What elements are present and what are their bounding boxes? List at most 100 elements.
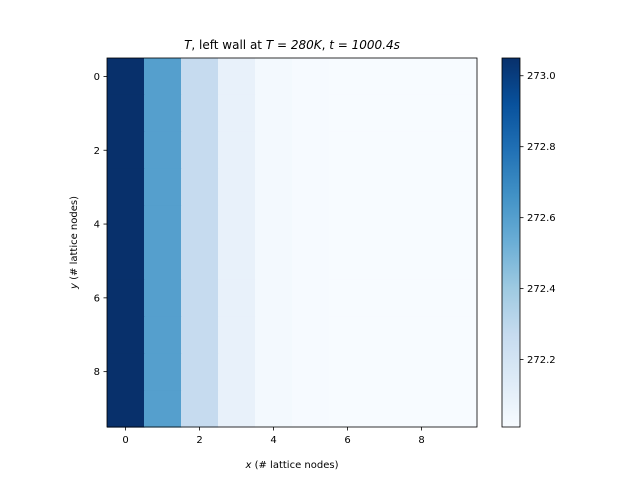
heatmap-cell: [255, 242, 293, 280]
heatmap-cell: [366, 58, 404, 96]
heatmap-cell: [292, 131, 330, 170]
heatmap-cell: [366, 353, 404, 391]
heatmap-cell: [181, 353, 219, 391]
heatmap-cell: [144, 131, 182, 170]
heatmap-cell: [181, 242, 219, 280]
heatmap-cell: [107, 58, 145, 96]
heatmap-cell: [440, 353, 478, 391]
chart-title: T, left wall at T = 280K, t = 1000.4s: [184, 38, 400, 52]
heatmap-cell: [107, 316, 145, 354]
heatmap-cell: [329, 242, 367, 280]
heatmap-cell: [292, 353, 330, 391]
y-tick-label: 4: [94, 220, 100, 231]
heatmap-cell: [107, 242, 145, 280]
x-tick-label: 8: [418, 435, 424, 446]
heatmap-cell: [255, 390, 293, 428]
heatmap-cell: [440, 242, 478, 280]
heatmap-cell: [329, 168, 367, 207]
heatmap-cell: [107, 94, 145, 133]
heatmap-cell: [440, 279, 478, 317]
y-axis-ticks: 0 2 4 6 8: [94, 72, 107, 378]
heatmap-cell: [366, 316, 404, 354]
heatmap-cell: [366, 279, 404, 317]
title-separator: ,: [322, 38, 330, 52]
heatmap-cell: [403, 316, 441, 354]
heatmap-cell: [366, 168, 404, 207]
heatmap-cell: [181, 58, 219, 96]
heatmap-cell: [440, 390, 478, 428]
heatmap-cell: [440, 94, 478, 133]
heatmap-cell: [255, 131, 293, 170]
heatmap-cell: [366, 205, 404, 244]
heatmap-cell: [329, 131, 367, 170]
y-axis-label: y (# lattice nodes): [69, 196, 80, 290]
heatmap-cell: [329, 94, 367, 133]
heatmap-cell: [440, 58, 478, 96]
y-tick-label: 6: [94, 293, 100, 304]
heatmap-cell: [181, 94, 219, 133]
x-tick-label: 6: [344, 435, 350, 446]
heatmap-cell: [107, 168, 145, 207]
heatmap-cell: [255, 58, 293, 96]
x-axis-label-var: x: [245, 460, 252, 471]
heatmap-cell: [181, 205, 219, 244]
heatmap-cell: [144, 316, 182, 354]
heatmap-cell: [107, 353, 145, 391]
heatmap-cell: [144, 168, 182, 207]
colorbar-tick-label: 272.4: [527, 284, 556, 295]
colorbar-tick-label: 272.6: [527, 213, 556, 224]
heatmap-cell: [218, 390, 256, 428]
heatmap-cell: [292, 316, 330, 354]
heatmap-cell: [107, 390, 145, 428]
heatmap-cell: [218, 131, 256, 170]
heatmap-cell: [403, 242, 441, 280]
colorbar-tick-label: 273.0: [527, 71, 556, 82]
colorbar-tick-label: 272.8: [527, 142, 556, 153]
heatmap-cell: [144, 94, 182, 133]
plot-frame: [106, 57, 478, 428]
heatmap-cell: [403, 353, 441, 391]
heatmap-cell: [366, 242, 404, 280]
x-axis-label: x (# lattice nodes): [245, 460, 339, 471]
x-tick-label: 0: [122, 435, 128, 446]
heatmap-cell: [181, 279, 219, 317]
heatmap-cell: [218, 94, 256, 133]
heatmap-cell: [329, 390, 367, 428]
heatmap-cell: [292, 390, 330, 428]
heatmap-cell: [366, 131, 404, 170]
heatmap-cell: [144, 205, 182, 244]
heatmap-cell: [218, 168, 256, 207]
heatmap-cell: [218, 205, 256, 244]
title-time: t = 1000.4s: [329, 38, 400, 52]
heatmap-cell: [329, 353, 367, 391]
colorbar: [501, 57, 521, 428]
heatmap-cell: [440, 316, 478, 354]
title-wall-temp: T = 280K: [266, 38, 323, 52]
y-tick-label: 2: [94, 146, 100, 157]
heatmap-cell: [181, 390, 219, 428]
x-tick-label: 4: [270, 435, 276, 446]
heatmap-cell: [329, 316, 367, 354]
colorbar-tick-label: 272.2: [527, 355, 556, 366]
title-middle: , left wall at: [191, 38, 265, 52]
heatmap-cell: [403, 279, 441, 317]
y-tick-label: 0: [94, 72, 100, 83]
heatmap-cell: [329, 205, 367, 244]
heatmap-cell: [403, 390, 441, 428]
heatmap-cell: [403, 58, 441, 96]
heatmap-cell: [255, 279, 293, 317]
heatmap-cell: [292, 279, 330, 317]
heatmap-cell: [366, 94, 404, 133]
heatmap-cell: [329, 58, 367, 96]
heatmap-cell: [144, 58, 182, 96]
heatmap-cell: [292, 168, 330, 207]
heatmap-cell: [181, 131, 219, 170]
y-axis-label-rest: (# lattice nodes): [69, 196, 80, 283]
heatmap-cell: [144, 353, 182, 391]
heatmap-cell: [107, 131, 145, 170]
heatmap-cells: [107, 58, 478, 428]
heatmap-cell: [366, 390, 404, 428]
heatmap-cell: [403, 168, 441, 207]
heatmap-cell: [255, 205, 293, 244]
